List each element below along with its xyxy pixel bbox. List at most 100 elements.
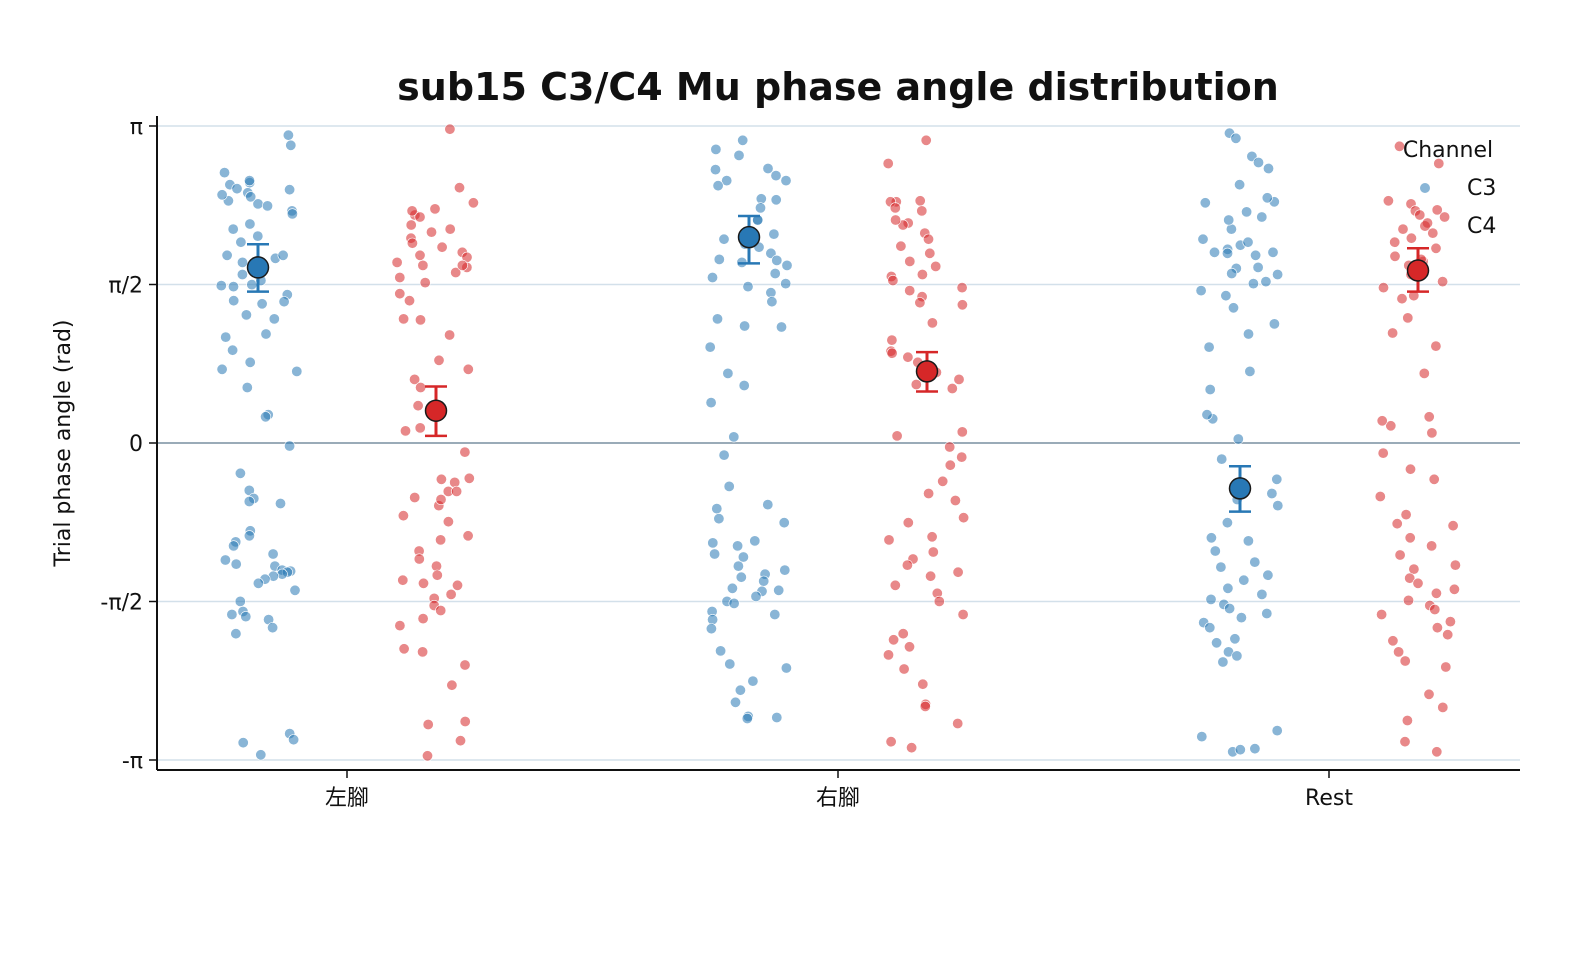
trial-point-c4 bbox=[910, 378, 922, 390]
trial-point-c3 bbox=[709, 548, 721, 560]
trial-point-c3 bbox=[750, 590, 762, 602]
trial-point-c4 bbox=[1399, 736, 1411, 748]
trial-point-c3 bbox=[1261, 192, 1273, 204]
trial-point-c3 bbox=[739, 320, 751, 332]
trial-point-c4 bbox=[454, 735, 466, 747]
trial-point-c3 bbox=[274, 497, 286, 509]
trial-point-c4 bbox=[897, 628, 909, 640]
trial-point-c4 bbox=[1430, 340, 1442, 352]
trial-point-c4 bbox=[901, 559, 913, 571]
trial-point-c4 bbox=[904, 255, 916, 267]
trial-point-c4 bbox=[1403, 594, 1415, 606]
trial-point-c4 bbox=[453, 182, 465, 194]
trial-point-c3 bbox=[771, 254, 783, 266]
trial-point-c4 bbox=[417, 577, 429, 589]
mean-marker-c4 bbox=[915, 360, 939, 383]
trial-point-c4 bbox=[1387, 635, 1399, 647]
trial-point-c3 bbox=[758, 575, 770, 587]
trial-point-c4 bbox=[414, 211, 426, 223]
mean-marker-c3 bbox=[737, 225, 761, 249]
trial-point-c3 bbox=[243, 530, 255, 542]
trial-point-c3 bbox=[1250, 249, 1262, 261]
trial-point-c3 bbox=[216, 189, 228, 201]
trial-point-c4 bbox=[467, 197, 479, 209]
trial-point-c3 bbox=[1197, 233, 1209, 245]
trial-point-c4 bbox=[1433, 158, 1445, 170]
trial-point-c3 bbox=[754, 202, 766, 214]
trial-point-c4 bbox=[926, 317, 938, 329]
trial-point-c3 bbox=[1225, 223, 1237, 235]
trial-point-c3 bbox=[1229, 633, 1241, 645]
trial-point-c3 bbox=[1224, 602, 1236, 614]
trial-point-c3 bbox=[728, 431, 740, 443]
trial-point-c4 bbox=[398, 643, 410, 655]
trial-point-c3 bbox=[252, 230, 264, 242]
trial-point-c3 bbox=[284, 440, 296, 452]
trial-point-c3 bbox=[228, 295, 240, 307]
trial-point-c4 bbox=[462, 530, 474, 542]
trial-point-c4 bbox=[923, 487, 935, 499]
trial-point-c4 bbox=[889, 202, 901, 214]
trial-point-c4 bbox=[397, 510, 409, 522]
trial-point-c4 bbox=[1396, 293, 1408, 305]
trial-point-c3 bbox=[775, 321, 787, 333]
trial-point-c3 bbox=[769, 608, 781, 620]
trial-point-c4 bbox=[898, 663, 910, 675]
trial-point-c3 bbox=[1272, 268, 1284, 280]
trial-point-c4 bbox=[927, 546, 939, 558]
trial-point-c4 bbox=[885, 736, 897, 748]
trial-point-c3 bbox=[240, 611, 252, 623]
trial-point-c3 bbox=[1195, 285, 1207, 297]
legend-title: Channel bbox=[1403, 138, 1493, 163]
trial-point-c3 bbox=[243, 495, 255, 507]
trial-point-c4 bbox=[1439, 211, 1451, 223]
trial-point-c4 bbox=[405, 219, 417, 231]
trial-point-c4 bbox=[417, 613, 429, 625]
trial-point-c3 bbox=[288, 734, 300, 746]
trial-point-c3 bbox=[1223, 214, 1235, 226]
trial-point-c3 bbox=[1271, 725, 1283, 737]
trial-point-c4 bbox=[1399, 655, 1411, 667]
trial-point-c3 bbox=[732, 560, 744, 572]
trial-point-c3 bbox=[715, 645, 727, 657]
trial-point-c3 bbox=[1249, 743, 1261, 755]
trial-point-c4 bbox=[1387, 327, 1399, 339]
trial-point-c3 bbox=[1217, 656, 1229, 668]
y-tick-label: -π bbox=[122, 749, 143, 774]
trial-point-c4 bbox=[930, 260, 942, 272]
trial-point-c4 bbox=[883, 534, 895, 546]
trial-point-c4 bbox=[933, 595, 945, 607]
trial-point-c3 bbox=[762, 499, 774, 511]
trial-point-c3 bbox=[1205, 532, 1217, 544]
x-tick-label: Rest bbox=[1305, 786, 1353, 811]
trial-point-c4 bbox=[1405, 463, 1417, 475]
trial-point-c3 bbox=[219, 554, 231, 566]
trial-point-c3 bbox=[722, 367, 734, 379]
trial-point-c4 bbox=[1431, 622, 1443, 634]
trial-point-c4 bbox=[916, 268, 928, 280]
trial-point-c4 bbox=[1389, 250, 1401, 262]
trial-point-c3 bbox=[219, 167, 231, 179]
trial-point-c4 bbox=[925, 570, 937, 582]
trial-point-c4 bbox=[1440, 661, 1452, 673]
trial-point-c4 bbox=[1414, 209, 1426, 221]
trial-point-c4 bbox=[1402, 312, 1414, 324]
trial-point-c4 bbox=[414, 249, 426, 261]
legend-marker-c4 bbox=[1420, 221, 1430, 231]
trial-point-c4 bbox=[433, 354, 445, 366]
trial-point-c4 bbox=[1418, 367, 1430, 379]
trial-point-c4 bbox=[425, 226, 437, 238]
trial-point-c4 bbox=[919, 700, 931, 712]
trial-point-c4 bbox=[888, 634, 900, 646]
legend-label-c4: C4 bbox=[1467, 214, 1496, 239]
trial-point-c3 bbox=[778, 517, 790, 529]
trial-point-c4 bbox=[1389, 236, 1401, 248]
trial-point-c3 bbox=[221, 249, 233, 261]
trial-point-c3 bbox=[284, 184, 296, 196]
trial-point-c3 bbox=[732, 540, 744, 552]
trial-point-c3 bbox=[267, 622, 279, 634]
trial-point-c3 bbox=[1256, 588, 1268, 600]
y-axis-label: Trial phase angle (rad) bbox=[51, 319, 76, 567]
trial-point-c3 bbox=[768, 228, 780, 240]
